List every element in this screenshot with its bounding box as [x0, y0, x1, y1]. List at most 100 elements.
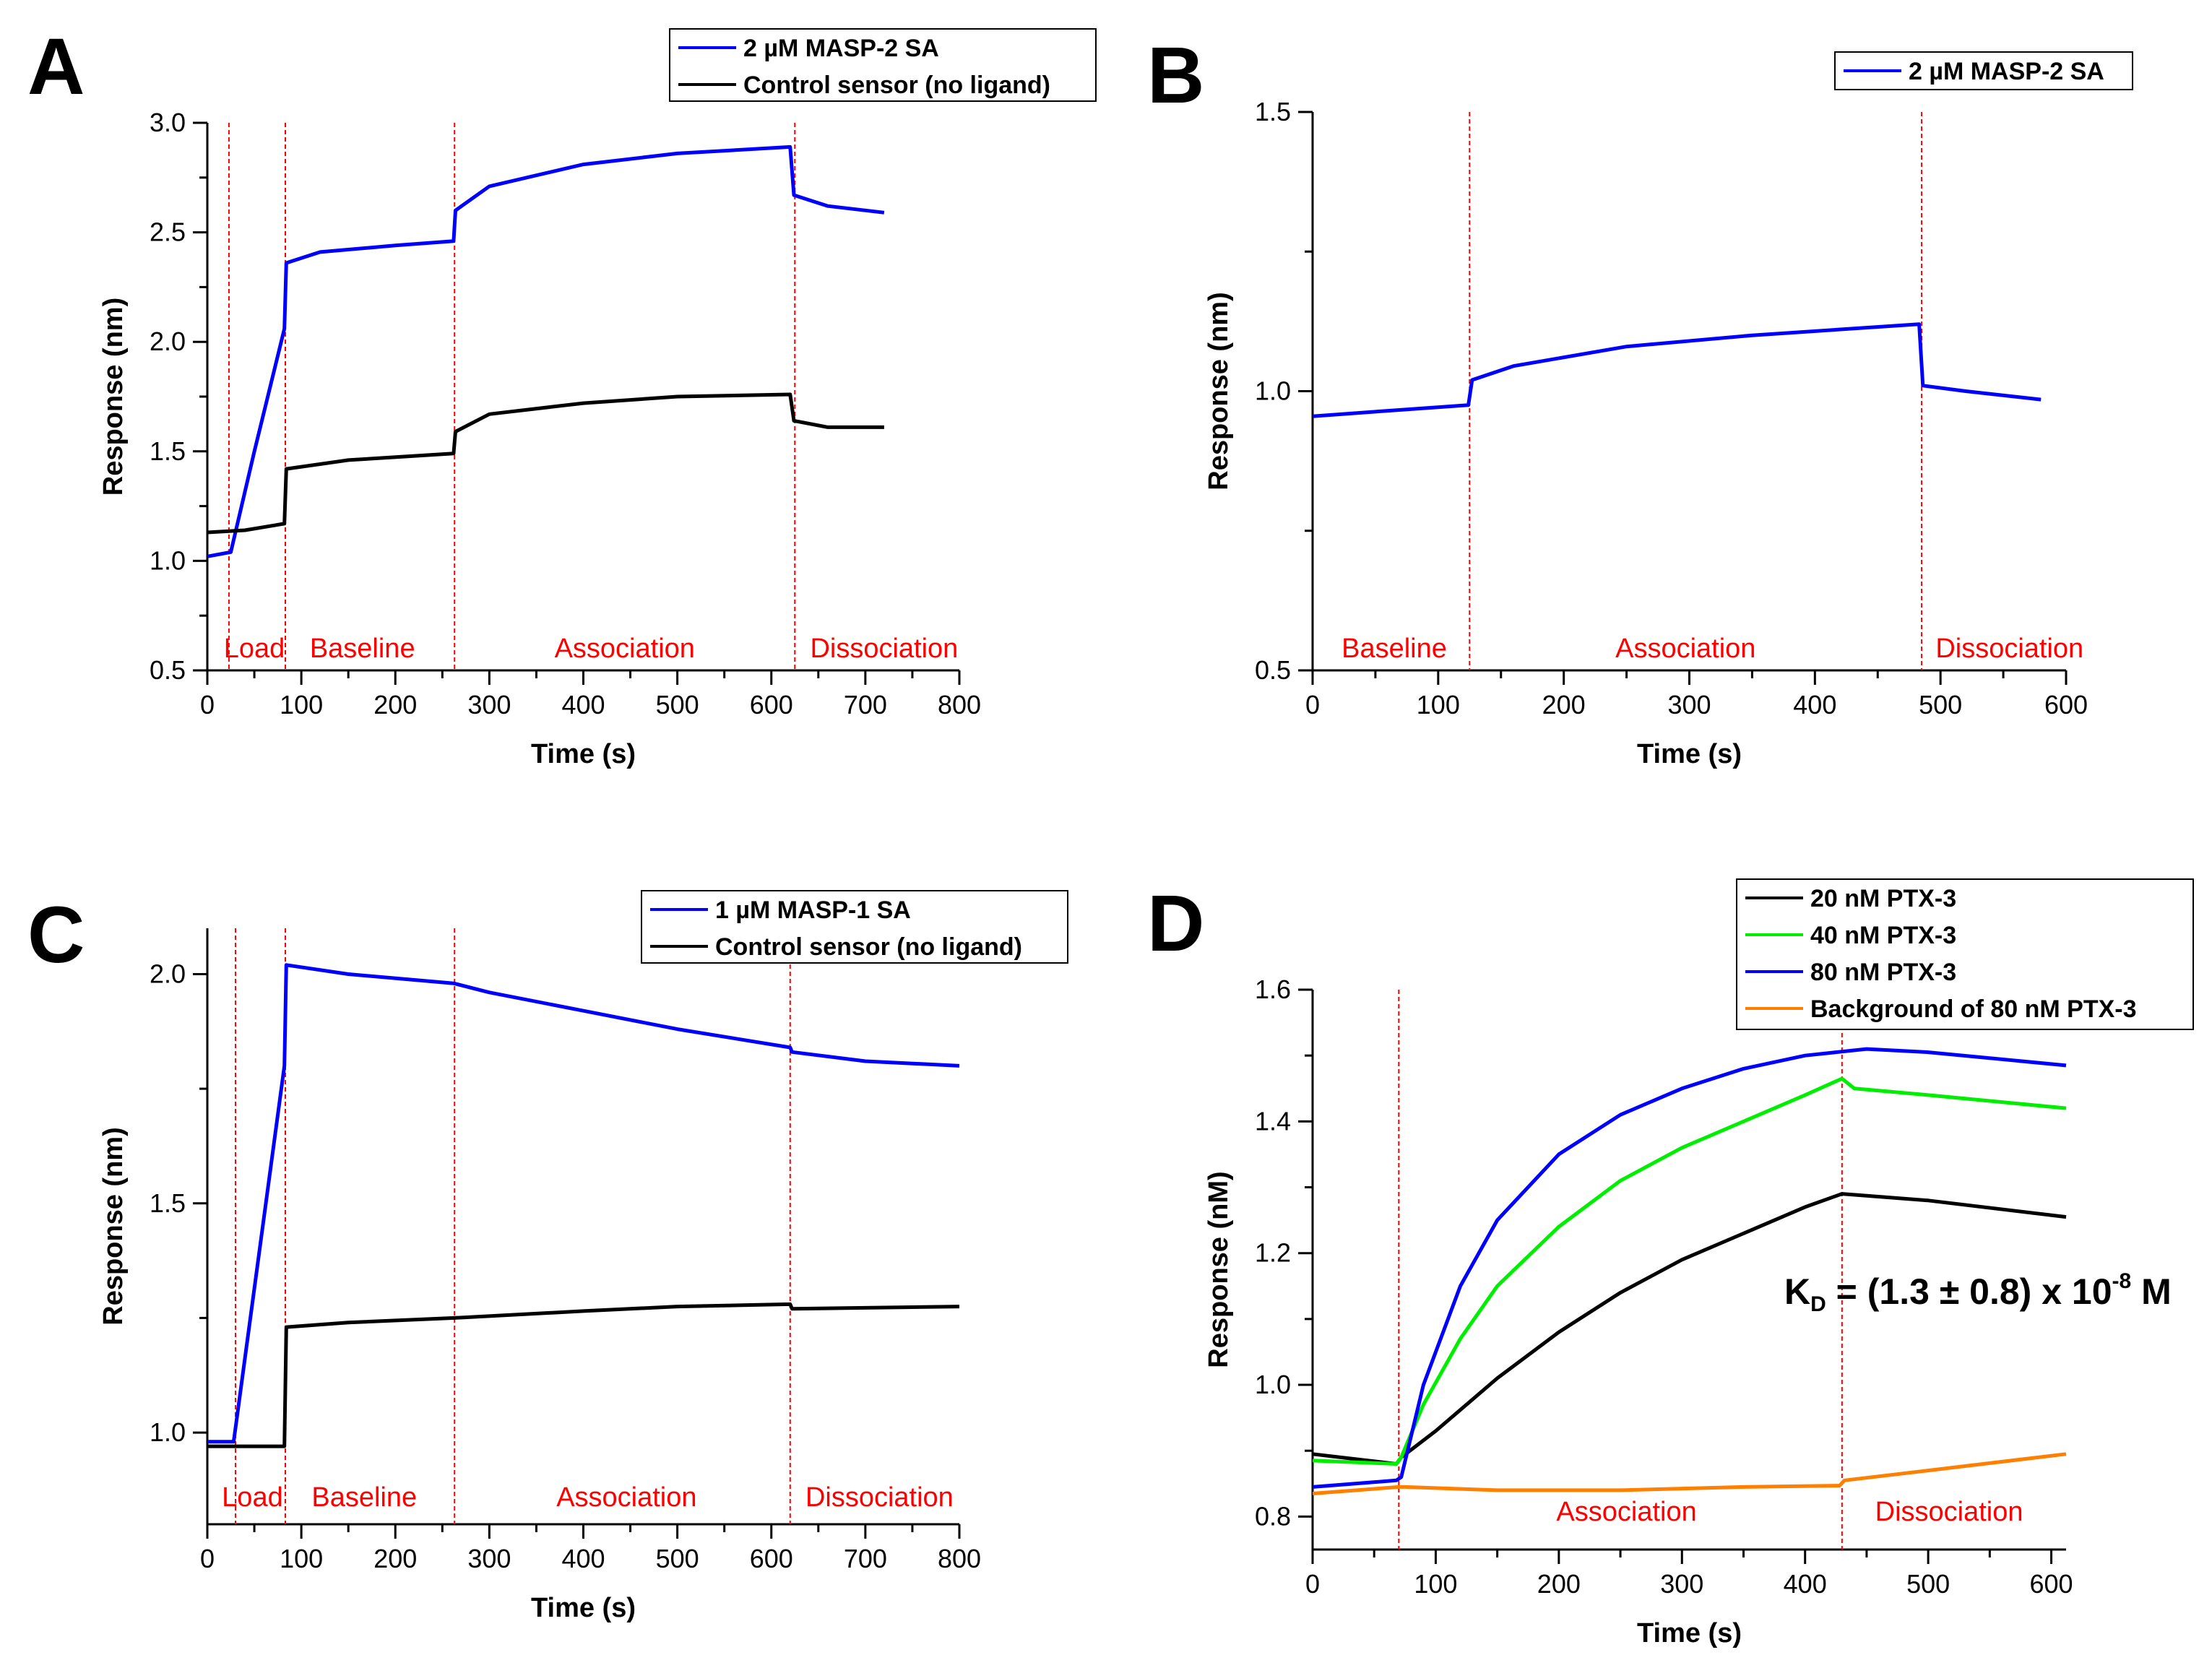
x-tick-label-a: 200	[373, 690, 417, 720]
x-tick-label-a: 600	[750, 690, 793, 720]
x-tick-label-a: 700	[844, 690, 887, 720]
phase-label-b: Dissociation	[1935, 634, 2083, 664]
y-tick-label-a: 3.0	[150, 108, 186, 137]
series-line-d-4	[1312, 1452, 2067, 1495]
x-tick-label-b: 300	[1667, 690, 1711, 720]
series-line-a-1	[207, 144, 885, 558]
panel-a: A 0 100 200 300 400 500 600 700 800 0.5 1.0 1.5 2.0 2…	[27, 22, 1097, 769]
y-tick-label-d: 1.4	[1255, 1106, 1291, 1136]
x-tick-label-a: 300	[467, 690, 511, 720]
phase-label-c: Dissociation	[805, 1482, 954, 1513]
x-tick-label-c: 200	[373, 1544, 417, 1573]
series-line-d-1	[1312, 1192, 2067, 1466]
x-axis-label-a: Time (s)	[531, 739, 636, 769]
kd-subscript: D	[1810, 1292, 1826, 1316]
y-tick-label-a: 1.5	[150, 436, 186, 466]
legend-label-b-1: 2 µM MASP-2 SA	[1909, 58, 2104, 85]
y-axis-label-b: Response (nm)	[1204, 292, 1234, 490]
x-tick-label-a: 100	[280, 690, 323, 720]
y-tick-label-b: 1.5	[1255, 97, 1291, 126]
x-tick-label-a: 0	[200, 690, 215, 720]
x-tick-label-b: 0	[1305, 690, 1320, 720]
y-tick-label-c: 1.5	[150, 1188, 186, 1218]
x-axis-label-d: Time (s)	[1637, 1618, 1742, 1648]
y-tick-label-c: 2.0	[150, 959, 186, 988]
legend-label-d-4: Background of 80 nM PTX-3	[1810, 995, 2137, 1023]
x-tick-label-d: 600	[2030, 1569, 2073, 1599]
x-tick-label-c: 300	[467, 1544, 511, 1573]
series-line-c-1	[207, 963, 960, 1444]
legend-box-c	[641, 890, 1068, 964]
kd-unit: M	[2131, 1271, 2172, 1312]
phase-label-a: Load	[224, 634, 285, 664]
x-tick-label-d: 100	[1414, 1569, 1457, 1599]
series-line-c-2	[207, 1302, 960, 1448]
x-tick-label-c: 800	[938, 1544, 981, 1573]
y-axis-label-d: Response (nM)	[1204, 1171, 1234, 1367]
legend-d: 20 nM PTX-3 40 nM PTX-3 80 nM PTX-3 Backgro…	[1736, 878, 2194, 1030]
panel-label-b: B	[1147, 31, 1204, 120]
x-tick-label-c: 400	[561, 1544, 605, 1573]
panel-d: D 0 100 200 300 400 500 600 0.8 1.0 1.2 1.4 1.6 Time…	[1147, 878, 2194, 1648]
x-axis-label-b: Time (s)	[1637, 739, 1742, 769]
x-tick-label-d: 200	[1537, 1569, 1581, 1599]
phase-label-d: Association	[1556, 1497, 1696, 1527]
phase-label-b: Association	[1615, 634, 1755, 664]
legend-a: 2 µM MASP-2 SA Control sensor (no ligand)	[669, 28, 1097, 102]
panel-c: C 0 100 200 300 400 500 600 700 800 1.0 1.5 2.0 Time…	[27, 890, 1068, 1623]
legend-label-d-3: 80 nM PTX-3	[1810, 959, 1956, 986]
kd-symbol: K	[1784, 1271, 1810, 1312]
x-tick-label-b: 200	[1542, 690, 1586, 720]
panel-label-a: A	[27, 22, 85, 111]
phase-label-c: Baseline	[311, 1482, 417, 1513]
legend-label-a-2: Control sensor (no ligand)	[743, 72, 1050, 99]
x-tick-label-d: 0	[1305, 1569, 1320, 1599]
panel-label-d: D	[1147, 879, 1204, 968]
x-tick-label-c: 100	[280, 1544, 323, 1573]
panel-label-c: C	[27, 891, 85, 980]
x-tick-label-a: 500	[656, 690, 699, 720]
legend-box-d	[1736, 878, 2194, 1030]
x-tick-label-b: 400	[1793, 690, 1836, 720]
x-axis-label-c: Time (s)	[531, 1593, 636, 1623]
phase-label-b: Baseline	[1342, 634, 1447, 664]
y-tick-label-d: 1.0	[1255, 1370, 1291, 1399]
phase-label-c: Association	[556, 1482, 696, 1513]
series-line-d-3	[1312, 1047, 2067, 1489]
y-tick-label-b: 1.0	[1255, 376, 1291, 406]
legend-label-d-2: 40 nM PTX-3	[1810, 922, 1956, 949]
kd-value: = (1.3 ± 0.8) x 10	[1826, 1271, 2112, 1312]
kd-annotation: KD = (1.3 ± 0.8) x 10-8 M	[1784, 1269, 2172, 1316]
legend-b: 2 µM MASP-2 SA	[1834, 51, 2133, 90]
y-tick-label-a: 2.5	[150, 217, 186, 247]
legend-label-a-1: 2 µM MASP-2 SA	[743, 35, 939, 62]
legend-c: 1 µM MASP-1 SA Control sensor (no ligand)	[641, 890, 1068, 964]
panel-b: B 0 100 200 300 400 500 600 0.5 1.0 1.5 Time (s) Re…	[1147, 31, 2133, 769]
x-tick-label-b: 600	[2044, 690, 2088, 720]
x-tick-label-b: 100	[1417, 690, 1460, 720]
x-tick-label-b: 500	[1919, 690, 1962, 720]
legend-box-a	[669, 28, 1097, 102]
legend-label-c-1: 1 µM MASP-1 SA	[715, 896, 911, 924]
y-tick-label-b: 0.5	[1255, 655, 1291, 685]
y-tick-label-c: 1.0	[150, 1417, 186, 1447]
x-tick-label-c: 500	[656, 1544, 699, 1573]
y-tick-label-a: 0.5	[150, 655, 186, 685]
series-line-a-2	[207, 392, 884, 535]
legend-label-c-2: Control sensor (no ligand)	[715, 933, 1022, 961]
series-line-b-1	[1312, 322, 2042, 418]
x-tick-label-c: 700	[844, 1544, 887, 1573]
legend-label-d-1: 20 nM PTX-3	[1810, 885, 1956, 912]
phase-label-a: Baseline	[310, 634, 415, 664]
phase-label-a: Association	[555, 634, 695, 664]
phase-label-a: Dissociation	[810, 634, 958, 664]
y-tick-label-d: 1.6	[1255, 975, 1291, 1004]
kd-exponent: -8	[2112, 1269, 2132, 1293]
phase-label-c: Load	[222, 1482, 283, 1513]
x-tick-label-a: 800	[938, 690, 981, 720]
y-tick-label-d: 0.8	[1255, 1501, 1291, 1531]
phase-label-d: Dissociation	[1875, 1497, 2023, 1527]
x-tick-label-d: 400	[1784, 1569, 1827, 1599]
y-axis-label-c: Response (nm)	[98, 1127, 129, 1325]
